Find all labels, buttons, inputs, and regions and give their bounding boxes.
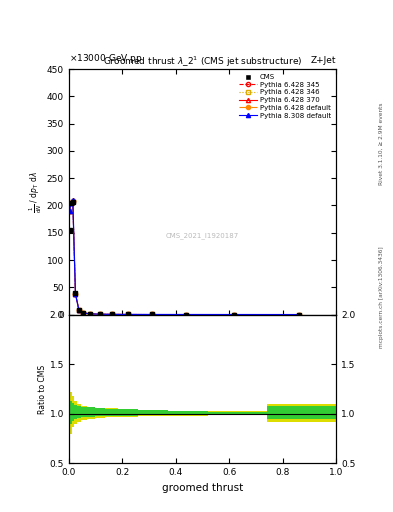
Text: mcplots.cern.ch [arXiv:1306.3436]: mcplots.cern.ch [arXiv:1306.3436] <box>379 246 384 348</box>
Legend: CMS, Pythia 6.428 345, Pythia 6.428 346, Pythia 6.428 370, Pythia 6.428 default,: CMS, Pythia 6.428 345, Pythia 6.428 346,… <box>238 73 332 120</box>
X-axis label: groomed thrust: groomed thrust <box>162 483 243 493</box>
Title: Groomed thrust $\lambda\_2^1$ (CMS jet substructure): Groomed thrust $\lambda\_2^1$ (CMS jet s… <box>103 55 302 69</box>
Text: Rivet 3.1.10, ≥ 2.9M events: Rivet 3.1.10, ≥ 2.9M events <box>379 102 384 185</box>
Text: Z+Jet: Z+Jet <box>310 56 336 65</box>
Y-axis label: $\frac{1}{\mathrm{d}N}$ / $\mathrm{d}p_\mathrm{T}$ $\mathrm{d}\lambda$: $\frac{1}{\mathrm{d}N}$ / $\mathrm{d}p_\… <box>28 171 44 213</box>
Y-axis label: Ratio to CMS: Ratio to CMS <box>38 365 47 414</box>
Text: CMS_2021_I1920187: CMS_2021_I1920187 <box>166 232 239 240</box>
Text: $\times$13000 GeV pp: $\times$13000 GeV pp <box>69 52 142 65</box>
